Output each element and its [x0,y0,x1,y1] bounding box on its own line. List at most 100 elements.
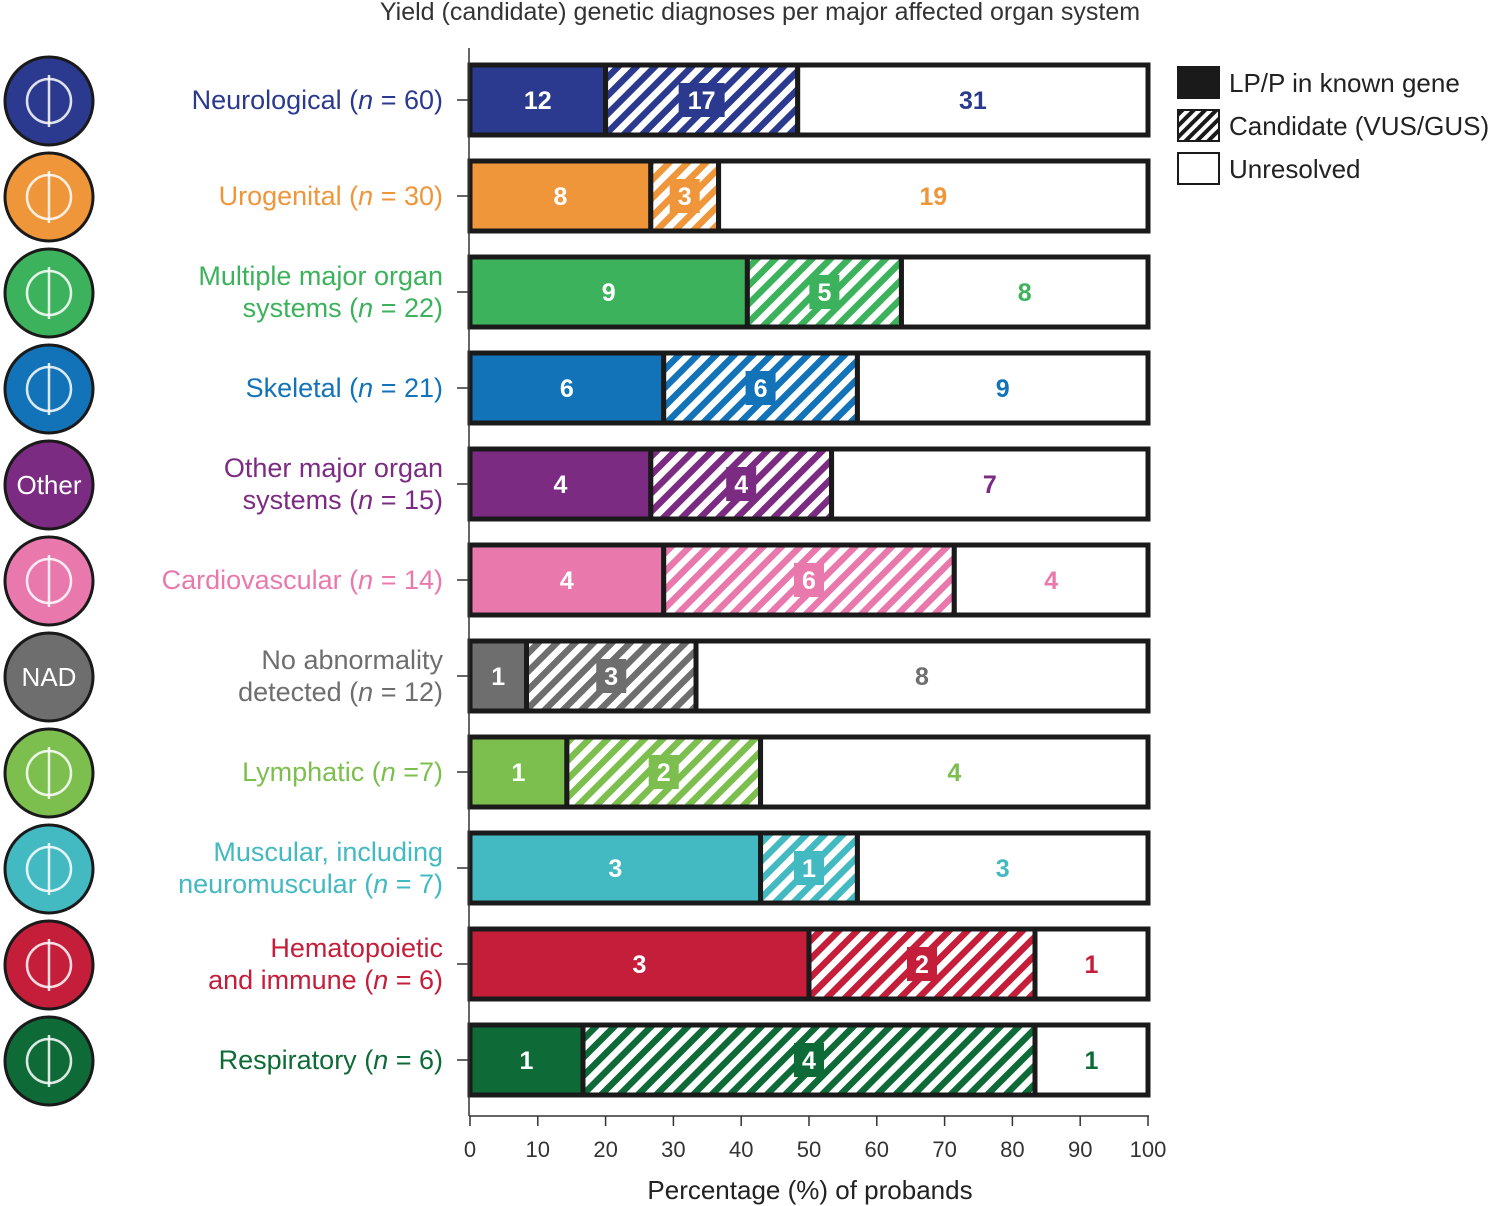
legend-label: Candidate (VUS/GUS) [1229,111,1489,141]
segment-label-unresolved: 9 [996,375,1010,403]
category-label: Other major organ [224,453,443,483]
category-label: systems (n = 15) [243,485,443,515]
category-label-part: n [358,181,373,211]
segment-label-unresolved: 19 [919,183,947,211]
bar-segment-lpp [467,542,667,618]
bars: 12 17 318 3 199 5 86 6 94 4 74 6 41 3 81 2 43 1 33 2 11 4 1 [467,62,1151,1098]
icon-label: NAD [22,662,77,692]
legend-item-solid: LP/P in known gene [1177,66,1460,99]
segment-label-box [669,179,700,213]
bar-segment-lpp [467,62,609,138]
segment-label-candidate: 1 [802,855,816,883]
category-labels: Neurological (n = 60)Urogenital (n = 30)… [162,85,444,1075]
x-tick-label: 70 [932,1137,956,1162]
heart-icon [3,535,95,627]
x-tick-label: 0 [464,1137,476,1162]
x-axis-title: Percentage (%) of probands [647,1175,972,1205]
bar-segment-lpp [467,158,654,234]
category-label-part: detected ( [238,677,358,707]
bar-other-major-organ-systems: 4 4 7 [467,446,1151,522]
category-label: Muscular, including [213,837,443,867]
category-label-part: n [373,869,388,899]
legend: LP/P in known gene Candidate (VUS/GUS) Unr… [1177,66,1489,185]
category-label-part: = 22) [373,293,443,323]
segment-label-unresolved: 1 [1085,951,1099,979]
blood-cells-icon [3,919,95,1011]
x-tick-label: 100 [1130,1137,1167,1162]
bar-segment-unresolved [1032,926,1151,1002]
bar-segment-unresolved [951,542,1151,618]
category-label-part: = 12) [373,677,443,707]
legend-label: Unresolved [1229,154,1361,184]
bar-respiratory: 1 4 1 [467,1022,1151,1098]
segment-label-lpp: 8 [553,183,567,211]
bar-hematopoietic-and-immune: 3 2 1 [467,926,1151,1002]
category-label-part: n [358,677,373,707]
category-label-part: n [381,757,396,787]
bar-segment-unresolved [758,734,1151,810]
segment-label-candidate: 3 [604,663,618,691]
category-label-part: = 15) [373,485,443,515]
category-label-part: Multiple major organ [198,261,443,291]
category-label-part: neuromuscular ( [178,869,373,899]
category-label: neuromuscular (n = 7) [178,869,443,899]
segment-label-unresolved: 3 [996,855,1010,883]
chart-title: Yield (candidate) genetic diagnoses per … [380,0,1140,26]
category-label-part: n [358,485,373,515]
bar-lymphatic: 1 2 4 [467,734,1151,810]
segment-label-box [794,563,824,597]
category-label: Hematopoietic [270,933,443,963]
category-label: systems (n = 22) [243,293,443,323]
category-label-part: =7) [396,757,443,787]
x-tick-label: 90 [1068,1137,1092,1162]
segment-label-box [596,659,627,693]
category-label: Skeletal (n = 21) [246,373,443,403]
category-label: Lymphatic (n =7) [242,757,443,787]
category-label-part: = 6) [388,1045,443,1075]
segment-label-candidate: 17 [688,87,716,115]
category-label-part: Muscular, including [213,837,443,867]
segment-label-box [794,851,824,885]
legend-swatch [1177,109,1220,142]
bar-segment-candidate [648,446,835,522]
segment-label-candidate: 3 [678,183,692,211]
segment-label-unresolved: 4 [947,759,961,787]
category-label-part: and immune ( [208,965,373,995]
lymph-node-icon [3,727,95,819]
bar-segment-unresolved [795,62,1151,138]
other-icon: Other [3,439,95,531]
legend-item-empty: Unresolved [1177,152,1361,185]
bar-segment-unresolved [693,638,1151,714]
category-label: and immune (n = 6) [208,965,443,995]
category-label-part: = 6) [388,965,443,995]
category-label: No abnormality [261,645,443,675]
segment-label-box [907,947,937,981]
segment-label-candidate: 5 [817,279,831,307]
category-label-part: Urogenital ( [219,181,359,211]
category-label: Cardiovascular (n = 14) [162,565,443,595]
axes: 0 10 20 30 40 50 60 70 80 90 100 [457,48,1166,1162]
category-label-part: = 60) [373,85,443,115]
lungs-icon [3,1015,95,1107]
category-label-part: systems ( [243,293,359,323]
bar-no-abnormality-detected: 1 3 8 [467,638,1151,714]
x-tick-label: 20 [593,1137,617,1162]
segment-label-lpp: 4 [553,471,567,499]
category-label: Respiratory (n = 6) [219,1045,443,1075]
kidney-bladder-icon [3,151,95,243]
category-label-part: = 21) [373,373,443,403]
skeleton-icon [3,343,95,435]
icon-label: Other [16,470,81,500]
legend-label: LP/P in known gene [1229,68,1460,98]
category-label-part: = 7) [388,869,443,899]
x-tick-label: 50 [797,1137,821,1162]
bar-segment-lpp [467,734,570,810]
segment-label-lpp: 4 [560,567,574,595]
segment-label-box [726,467,757,501]
muscle-icon [3,823,95,915]
segment-label-lpp: 12 [524,87,552,115]
category-label: detected (n = 12) [238,677,443,707]
category-label-part: No abnormality [261,645,443,675]
category-label-part: Hematopoietic [270,933,443,963]
